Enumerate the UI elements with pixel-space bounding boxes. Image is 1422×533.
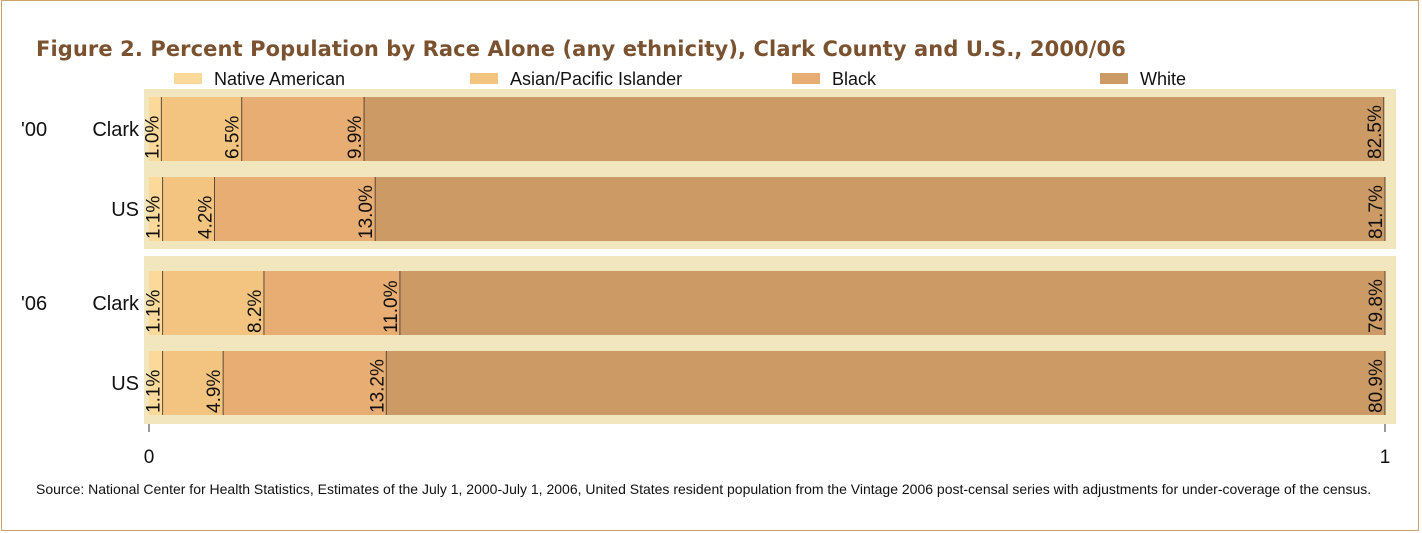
- value-label-06-clark-white: 79.8%: [1366, 279, 1387, 333]
- value-label-00-us-white: 81.7%: [1366, 185, 1387, 239]
- legend-swatch-asian-pacific-islander: [470, 73, 498, 84]
- legend-swatch-black: [792, 73, 820, 84]
- legend-label-native-american: Native American: [214, 69, 345, 89]
- group-label-06: '06: [21, 293, 47, 315]
- value-label-06-us-black: 13.2%: [367, 359, 388, 413]
- row-label-06-us: US: [111, 373, 139, 395]
- value-label-00-clark-asian-pacific-islander: 6.5%: [223, 116, 244, 159]
- row-label-00-clark: Clark: [92, 119, 140, 141]
- x-tick-label-1: 1: [1380, 447, 1391, 468]
- value-label-06-us-white: 80.9%: [1366, 359, 1387, 413]
- value-label-00-clark-black: 9.9%: [345, 116, 366, 159]
- value-label-06-clark-asian-pacific-islander: 8.2%: [245, 290, 266, 333]
- value-label-00-clark-native-american: 1.0%: [142, 116, 163, 159]
- bar-06-us-native-american: [149, 351, 163, 415]
- bar-06-clark-native-american: [149, 271, 163, 335]
- legend-label-asian-pacific-islander: Asian/Pacific Islander: [510, 69, 682, 89]
- bar-00-clark-native-american: [149, 97, 162, 161]
- legend-swatch-native-american: [174, 73, 202, 84]
- source-note: Source: National Center for Health Stati…: [36, 481, 1372, 497]
- value-label-06-clark-native-american: 1.1%: [144, 290, 165, 333]
- value-label-00-us-native-american: 1.1%: [144, 196, 165, 239]
- value-label-06-clark-black: 11.0%: [381, 280, 402, 333]
- value-label-00-us-asian-pacific-islander: 4.2%: [196, 196, 217, 239]
- value-label-06-us-native-american: 1.1%: [144, 370, 165, 413]
- group-label-00: '00: [21, 119, 47, 141]
- bar-00-us-native-american: [149, 177, 163, 241]
- legend-label-black: Black: [832, 69, 877, 89]
- row-label-00-us: US: [111, 199, 139, 221]
- bar-06-clark-asian-pacific-islander: [149, 271, 264, 335]
- x-tick-label-0: 0: [144, 447, 155, 468]
- legend-label-white: White: [1140, 69, 1186, 89]
- value-label-06-us-asian-pacific-islander: 4.9%: [204, 370, 225, 413]
- legend-swatch-white: [1100, 73, 1128, 84]
- bar-00-clark-asian-pacific-islander: [149, 97, 242, 161]
- row-label-06-clark: Clark: [92, 293, 140, 315]
- value-label-00-us-black: 13.0%: [356, 185, 377, 239]
- value-label-00-clark-white: 82.5%: [1365, 105, 1386, 159]
- stacked-bar-chart: Native American Asian/Pacific Islander Bla…: [21, 69, 1396, 468]
- chart-title: Figure 2. Percent Population by Race Alo…: [36, 37, 1126, 61]
